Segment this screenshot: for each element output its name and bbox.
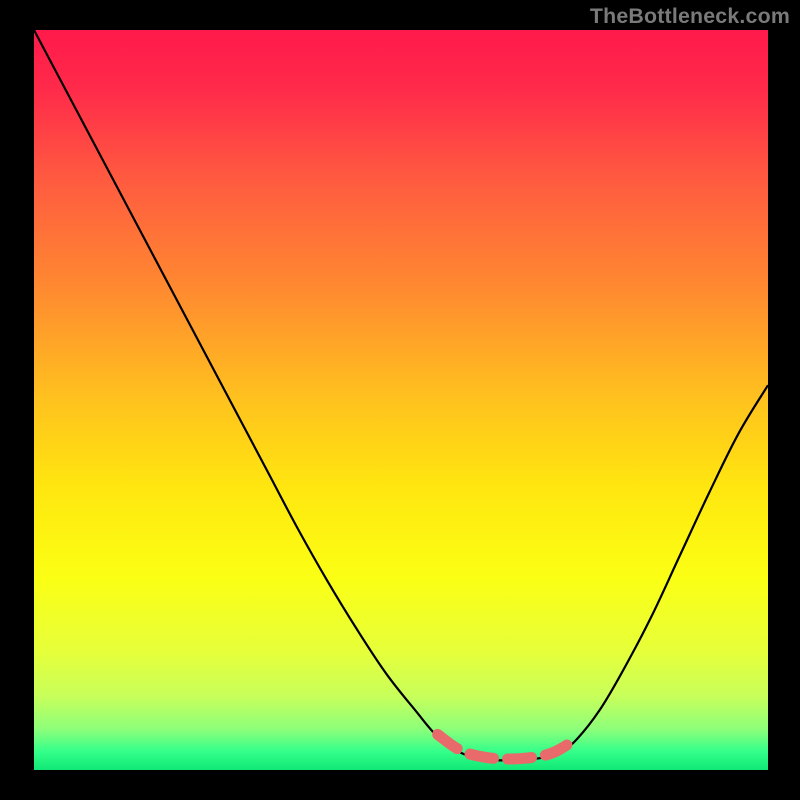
watermark-text: TheBottleneck.com <box>590 4 790 29</box>
plot-gradient-panel <box>34 30 768 770</box>
chart-stage: TheBottleneck.com <box>0 0 800 800</box>
bottleneck-curve-chart <box>0 0 800 800</box>
